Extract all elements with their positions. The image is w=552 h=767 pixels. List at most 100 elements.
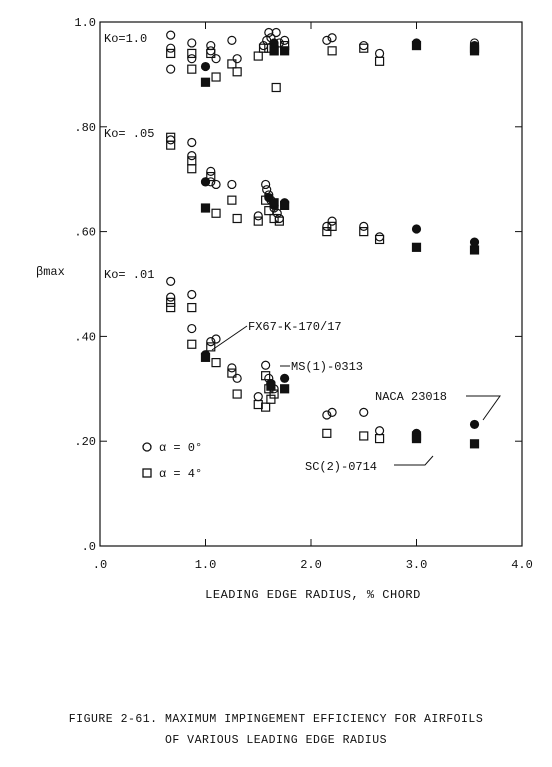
data-point-square — [322, 227, 332, 237]
annotation-naca-leader — [466, 395, 501, 421]
annotation-ms1: MS(1)-0313 — [291, 360, 363, 374]
data-point-square-solid — [411, 40, 422, 51]
data-point-circle — [261, 179, 271, 190]
data-point-circle — [187, 38, 197, 48]
x-tick-label: .0 — [93, 558, 107, 572]
legend-label-alpha-4: α = 4° — [159, 467, 202, 481]
data-point-square-solid — [469, 46, 480, 56]
data-point-circle — [187, 289, 197, 300]
data-point-circle — [166, 292, 176, 302]
data-point-square — [211, 208, 221, 218]
data-point-square — [232, 389, 242, 399]
data-point-square-solid — [280, 384, 290, 394]
y-tick-label: .40 — [74, 330, 96, 344]
legend: α = 0° α = 4° — [142, 441, 202, 481]
data-point-circle — [211, 179, 221, 190]
data-point-square — [261, 371, 271, 381]
data-point-circle — [327, 216, 337, 226]
data-point-circle — [374, 232, 385, 242]
data-point-square — [374, 433, 385, 444]
y-tick-label: .0 — [82, 540, 96, 554]
data-point-square — [166, 302, 176, 313]
data-point-square — [258, 43, 269, 53]
annotation-sc2: SC(2)-0714 — [305, 460, 377, 474]
data-point-square — [322, 428, 332, 438]
data-point-circle — [261, 360, 271, 370]
x-tick-label: 4.0 — [511, 558, 533, 572]
y-tick-label: .20 — [74, 435, 96, 449]
y-tick-label: .60 — [74, 226, 96, 240]
x-tick-label: 2.0 — [300, 558, 322, 572]
data-point-square — [266, 394, 276, 404]
data-point-circle — [227, 363, 237, 373]
data-point-square-solid — [200, 352, 211, 362]
data-point-square-solid — [280, 46, 290, 56]
data-point-circle — [187, 137, 197, 148]
data-point-circle — [232, 54, 242, 64]
data-point-circle — [166, 276, 176, 286]
data-points — [166, 27, 480, 449]
legend-circle-symbol — [142, 442, 152, 452]
data-point-circle — [327, 33, 337, 43]
data-point-circle — [187, 151, 197, 161]
data-point-square — [211, 72, 221, 82]
data-point-square-solid — [200, 203, 211, 213]
data-point-square-solid — [280, 200, 290, 210]
data-point-circle — [227, 179, 237, 190]
data-point-circle — [322, 410, 332, 420]
data-point-circle — [359, 407, 369, 417]
data-point-square — [359, 431, 369, 441]
data-point-square — [187, 48, 197, 59]
x-tick-label: 1.0 — [195, 558, 217, 572]
data-point-circle-solid — [280, 373, 290, 383]
figure-caption-line1: FIGURE 2-61. MAXIMUM IMPINGEMENT EFFICIE… — [68, 713, 484, 726]
data-point-circle — [322, 221, 332, 231]
x-tick-label: 3.0 — [406, 558, 428, 572]
data-point-circle — [166, 30, 176, 40]
data-point-circle — [374, 426, 385, 436]
data-point-square — [187, 302, 197, 313]
data-point-circle — [166, 135, 176, 145]
data-point-square — [227, 195, 237, 205]
data-point-circle — [166, 43, 176, 53]
data-point-circle — [327, 407, 337, 417]
data-point-circle — [211, 54, 221, 64]
data-point-square — [253, 51, 263, 61]
data-point-square — [253, 216, 263, 226]
data-point-square-solid — [411, 433, 422, 444]
data-point-circle-solid — [469, 237, 480, 247]
y-tick-label: 1.0 — [74, 16, 96, 30]
annotation-sc2-leader — [394, 455, 434, 466]
data-point-circle — [359, 221, 369, 231]
group-label-ko-01: Ko= .01 — [104, 268, 154, 282]
data-point-square — [264, 206, 274, 216]
data-point-circle — [262, 185, 272, 195]
data-point-circle — [206, 337, 216, 347]
annotation-fx67: FX67-K-170/17 — [248, 320, 342, 334]
data-point-square — [187, 164, 197, 174]
data-point-square — [253, 399, 263, 410]
data-point-square — [359, 227, 369, 237]
data-point-circle — [271, 27, 281, 38]
data-point-circle — [206, 46, 216, 56]
data-point-circle-solid — [269, 38, 279, 48]
data-point-circle — [187, 323, 197, 334]
data-point-circle — [232, 373, 242, 383]
data-point-square-solid — [411, 242, 422, 252]
data-point-square — [187, 64, 197, 74]
group-label-ko-05: Ko= .05 — [104, 127, 154, 141]
data-point-square — [261, 402, 271, 412]
data-point-square — [187, 339, 197, 349]
data-point-circle — [359, 40, 369, 51]
group-label-ko-1: Ko=1.0 — [104, 32, 147, 46]
data-point-circle — [280, 35, 290, 45]
data-point-square-solid — [266, 381, 276, 391]
legend-square-symbol — [142, 468, 152, 478]
data-point-circle — [253, 392, 263, 402]
data-point-square — [271, 82, 281, 93]
data-point-circle — [211, 334, 221, 344]
figure-caption-line2: OF VARIOUS LEADING EDGE RADIUS — [164, 734, 388, 747]
data-point-circle-solid — [411, 224, 422, 234]
data-point-circle — [374, 48, 385, 59]
